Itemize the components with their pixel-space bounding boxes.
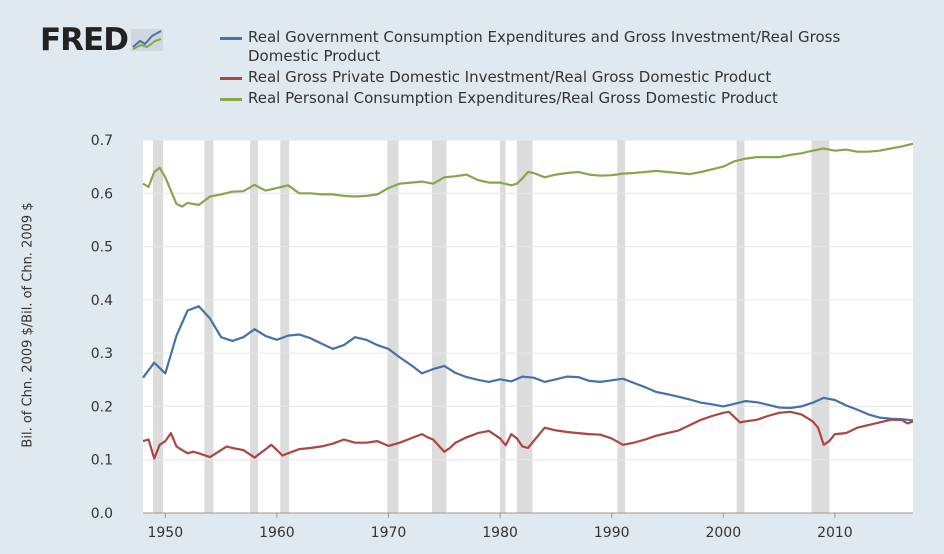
y-tick-label: 0.0: [91, 506, 113, 522]
legend-item-investment[interactable]: Real Gross Private Domestic Investment/R…: [220, 68, 880, 87]
gridlines: [143, 139, 913, 514]
recession-band-10: [811, 140, 830, 513]
recession-band-5: [432, 140, 447, 513]
legend-item-consumption[interactable]: Real Personal Consumption Expenditures/R…: [220, 89, 880, 108]
recession-band-7: [516, 140, 533, 513]
legend-swatch-government: [220, 37, 242, 40]
recession-band-8: [617, 140, 626, 513]
recession-bands: [153, 140, 830, 513]
x-tick-label: 2010: [817, 525, 853, 541]
legend-item-government[interactable]: Real Government Consumption Expenditures…: [220, 28, 880, 66]
recession-band-3: [280, 140, 290, 513]
recession-band-6: [500, 140, 506, 513]
series-line-2[interactable]: [142, 142, 914, 208]
legend-swatch-investment: [220, 77, 242, 80]
recession-band-4: [387, 140, 399, 513]
chart-legend: Real Government Consumption Expenditures…: [220, 28, 880, 110]
x-tick-label: 1970: [371, 525, 407, 541]
y-tick-label: 0.7: [91, 133, 113, 149]
legend-swatch-consumption: [220, 98, 242, 101]
x-tick-label: 1960: [259, 525, 295, 541]
x-tick-label: 1980: [482, 525, 518, 541]
y-tick-label: 0.2: [91, 399, 113, 415]
x-tick-label: 2000: [705, 525, 741, 541]
series-line-1[interactable]: [142, 410, 914, 460]
legend-label-government: Real Government Consumption Expenditures…: [248, 28, 841, 65]
y-tick-label: 0.1: [91, 453, 113, 469]
x-tick-label: 1950: [147, 525, 183, 541]
series-lines: [142, 142, 914, 460]
graph-icon: [130, 29, 163, 51]
y-tick-label: 0.6: [91, 186, 113, 202]
recession-band-9: [736, 140, 745, 513]
axes: 0.0 0.1 0.2 0.3 0.4 0.5 0.6 0.7 1950 1960 1970 1980…: [91, 133, 853, 541]
recession-band-0: [153, 140, 164, 513]
legend-label-investment: Real Gross Private Domestic Investment/R…: [248, 68, 772, 86]
recession-band-2: [250, 140, 258, 513]
y-tick-label: 0.5: [91, 240, 113, 256]
y-tick-label: 0.3: [91, 346, 113, 362]
fred-logo[interactable]: FRED: [40, 22, 163, 58]
recession-band-1: [204, 140, 214, 513]
x-tick-label: 1990: [594, 525, 630, 541]
legend-label-consumption: Real Personal Consumption Expenditures/R…: [248, 89, 778, 107]
y-tick-label: 0.4: [91, 293, 113, 309]
series-line-0[interactable]: [142, 305, 914, 422]
fred-logo-text: FRED: [40, 22, 129, 58]
